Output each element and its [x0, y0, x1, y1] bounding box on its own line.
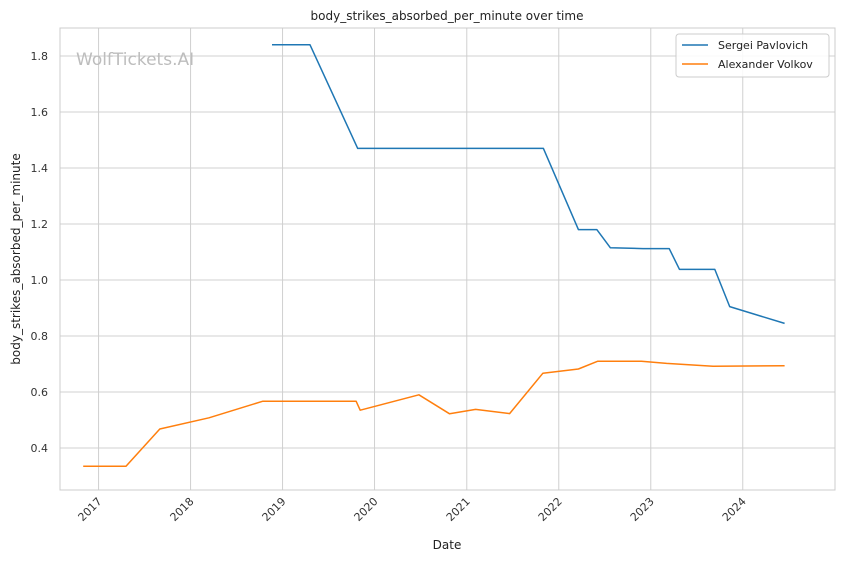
y-tick-label: 0.4: [31, 442, 49, 455]
legend-label-alexander-volkov: Alexander Volkov: [718, 58, 813, 71]
legend: Sergei Pavlovich Alexander Volkov: [675, 33, 830, 78]
y-tick-label: 0.6: [31, 386, 49, 399]
watermark: WolfTickets.AI: [76, 50, 194, 70]
y-tick-labels: 0.4 0.6 0.8 1.0 1.2 1.4 1.6 1.8: [31, 50, 49, 455]
series-line-alexander-volkov: [83, 360, 785, 467]
y-tick-label: 1.6: [31, 106, 49, 119]
series-lines: [83, 44, 785, 467]
legend-label-sergei-pavlovich: Sergei Pavlovich: [718, 39, 808, 52]
series-line-sergei-pavlovich: [272, 44, 785, 325]
grid: [60, 28, 835, 490]
y-axis-title: body_strikes_absorbed_per_minute: [9, 153, 23, 364]
legend-box: [675, 33, 830, 78]
y-tick-label: 1.0: [31, 274, 49, 287]
y-tick-label: 1.2: [31, 218, 49, 231]
y-tick-label: 1.8: [31, 50, 49, 63]
plot-frame: [59, 27, 836, 491]
chart-title: body_strikes_absorbed_per_minute over ti…: [311, 9, 584, 23]
x-axis-title: Date: [433, 538, 462, 552]
y-tick-label: 1.4: [31, 162, 49, 175]
y-tick-label: 0.8: [31, 330, 49, 343]
